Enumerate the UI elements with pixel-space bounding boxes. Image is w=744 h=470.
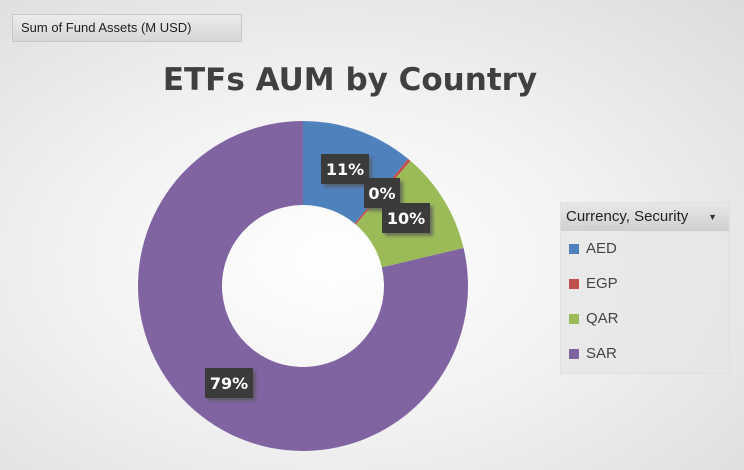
legend-item-sar: SAR bbox=[561, 336, 729, 371]
chart-title: ETFs AUM by Country bbox=[162, 62, 538, 98]
data-label-box bbox=[382, 203, 430, 233]
legend-swatch bbox=[569, 348, 579, 359]
legend-label: SAR bbox=[586, 345, 617, 362]
legend-label: QAR bbox=[586, 310, 619, 327]
data-label-box bbox=[321, 154, 369, 184]
data-label-text: 79% bbox=[210, 374, 248, 393]
legend: Currency, Security ▼ AED EGP QAR SAR bbox=[560, 202, 730, 374]
data-label-text: 0% bbox=[368, 184, 395, 203]
legend-swatch bbox=[569, 243, 579, 254]
legend-label: AED bbox=[586, 240, 617, 257]
legend-item-egp: EGP bbox=[561, 266, 729, 301]
dropdown-arrow-icon: ▼ bbox=[708, 212, 717, 222]
legend-label: EGP bbox=[586, 275, 618, 292]
legend-item-aed: AED bbox=[561, 231, 729, 266]
legend-swatch bbox=[569, 278, 579, 289]
data-label-sar: 79% bbox=[205, 368, 253, 398]
data-label-qar: 10% bbox=[382, 203, 430, 233]
field-button-sum-of-fund-assets[interactable]: Sum of Fund Assets (M USD) bbox=[12, 14, 242, 42]
data-label-aed: 11% bbox=[321, 154, 369, 184]
legend-item-qar: QAR bbox=[561, 301, 729, 336]
legend-title: Currency, Security bbox=[566, 208, 689, 225]
legend-filter-button[interactable]: Currency, Security ▼ bbox=[561, 203, 729, 231]
legend-swatch bbox=[569, 313, 579, 324]
data-label-text: 10% bbox=[387, 209, 425, 228]
data-label-text: 11% bbox=[326, 160, 364, 179]
data-label-box bbox=[205, 368, 253, 398]
